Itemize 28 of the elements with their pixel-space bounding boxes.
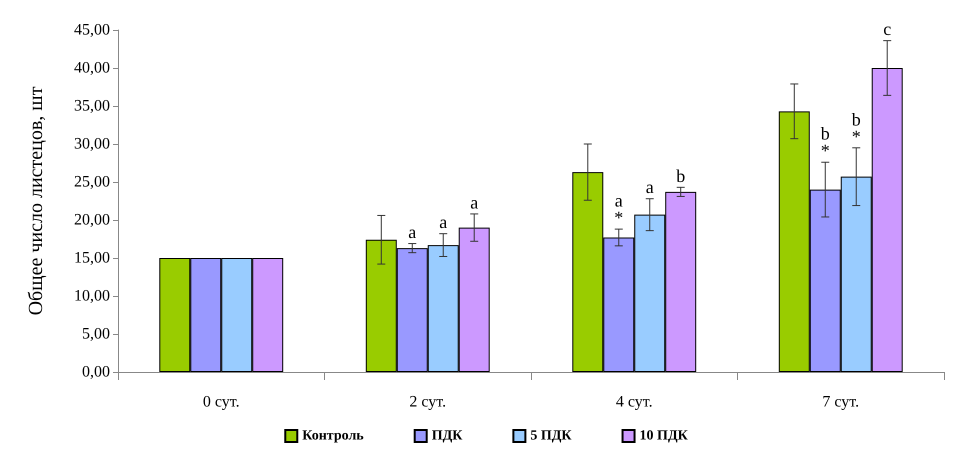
y-axis-title: Общее число листецов, шт [25, 86, 47, 316]
data-label: a [439, 212, 448, 232]
y-tick-label: 10,00 [74, 288, 110, 304]
legend-label: ПДК [432, 428, 464, 444]
y-tick-label: 15,00 [74, 250, 110, 266]
data-label: b * [820, 124, 830, 161]
data-label: a [470, 192, 478, 212]
y-tick-label: 45,00 [74, 22, 110, 38]
x-tick-label: 0 сут. [202, 394, 240, 410]
y-tick-label: 20,00 [74, 212, 110, 228]
x-tick-label: 4 сут. [616, 394, 653, 410]
legend-label: Контроль [302, 428, 364, 444]
y-tick-label: 35,00 [74, 98, 110, 114]
legend-label: 10 ПДК [640, 428, 689, 444]
data-label: a [408, 222, 416, 242]
y-tick-label: 25,00 [74, 174, 110, 190]
data-label: a [646, 177, 654, 198]
x-tick-label: 7 сут. [822, 394, 860, 410]
data-label: b * [852, 109, 861, 146]
legend-label: 5 ПДК [530, 428, 572, 444]
data-label: a * [614, 190, 624, 228]
y-tick-label: 0,00 [82, 364, 110, 380]
y-tick-label: 5,00 [82, 326, 110, 342]
y-tick-label: 40,00 [74, 60, 110, 76]
data-label: b [676, 166, 686, 186]
data-label: c [883, 19, 892, 40]
y-tick-label: 30,00 [74, 136, 110, 152]
x-tick-label: 2 сут. [409, 394, 446, 410]
